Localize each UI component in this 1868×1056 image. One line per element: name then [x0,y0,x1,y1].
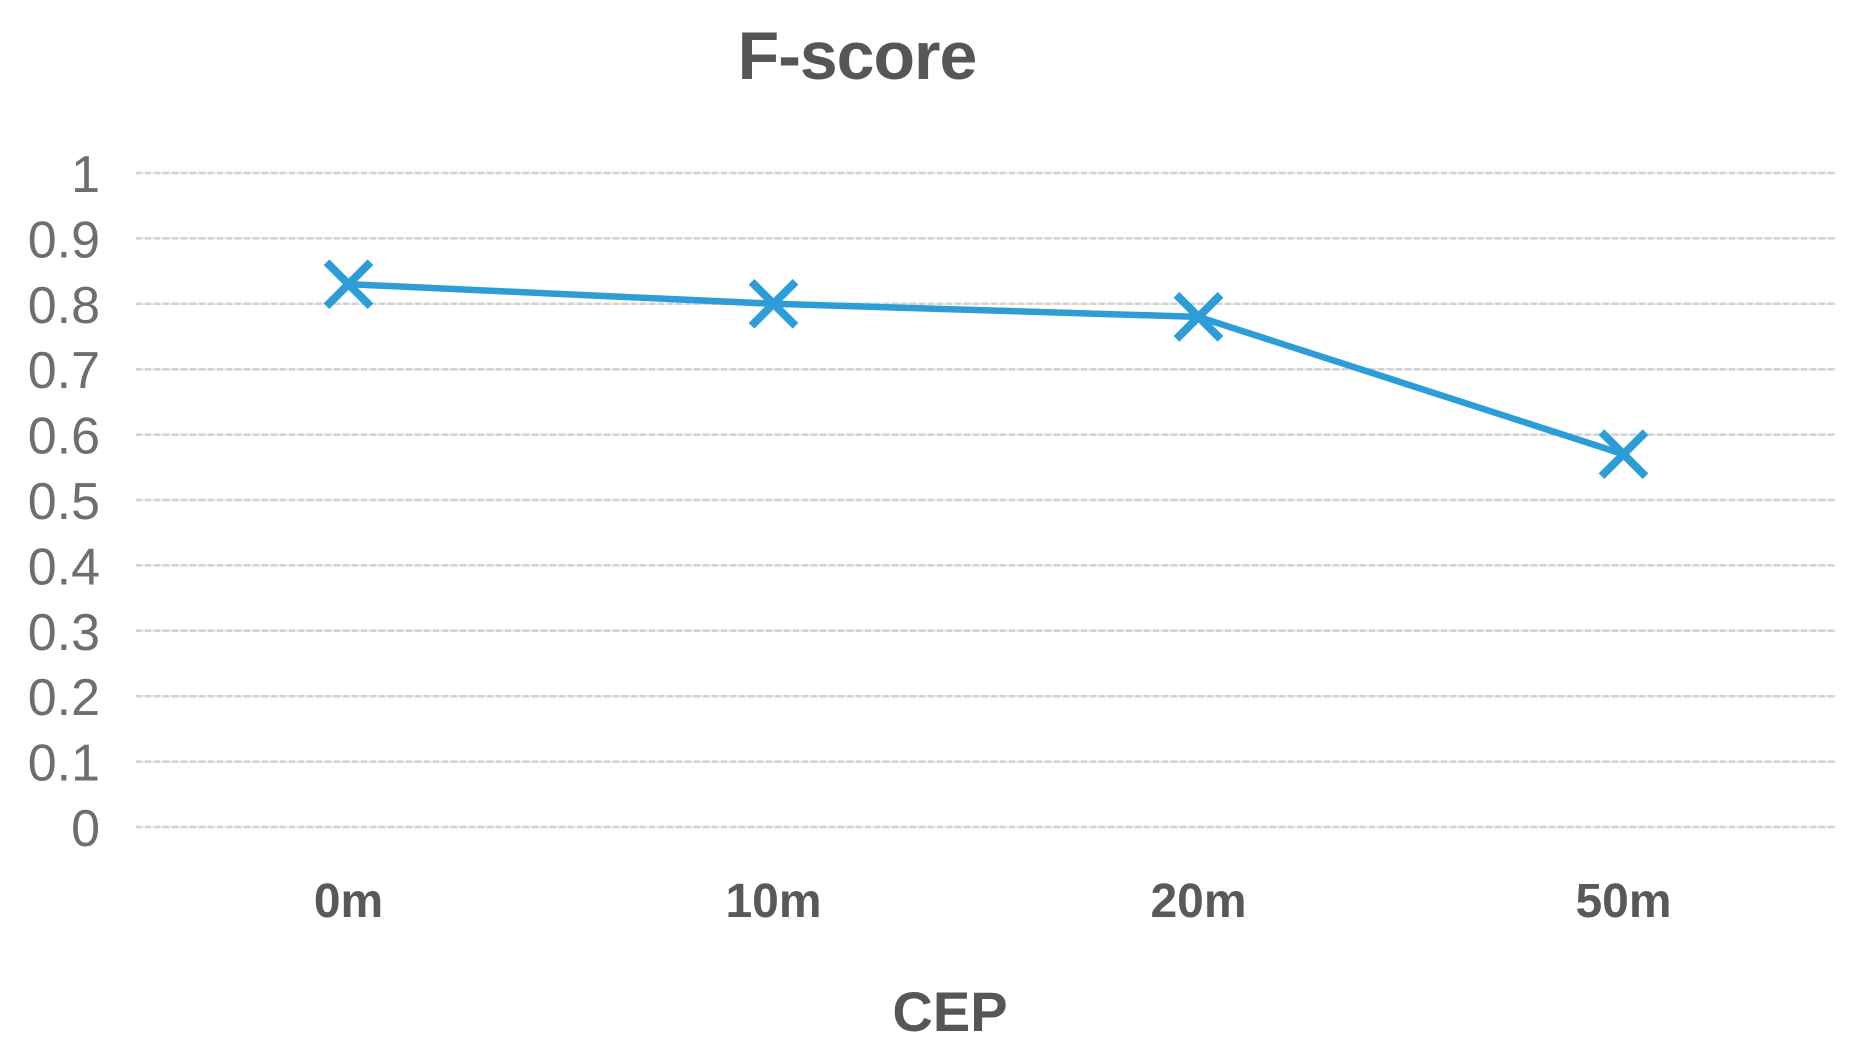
y-axis-tick-label: 0.4 [28,538,100,596]
y-axis-tick-label: 0.3 [28,604,100,662]
x-axis-tick-label: 10m [725,875,821,928]
x-axis-tick-label: 20m [1150,875,1246,928]
y-axis-tick-label: 0.6 [28,408,100,466]
y-axis-tick-label: 0.2 [28,669,100,727]
y-axis-tick-label: 0.9 [28,211,100,269]
y-axis-tick-label: 0.8 [28,277,100,335]
x-axis-title: CEP [892,980,1008,1043]
data-point-marker [323,259,374,310]
y-axis-tick-label: 0 [71,800,100,858]
x-axis-tick-label: 50m [1575,875,1671,928]
y-axis-tick-label: 1 [71,146,100,204]
chart-title: F-score [737,18,978,94]
data-point-marker [748,278,799,329]
y-axis-tick-label: 0.7 [28,342,100,400]
data-point-marker [1598,429,1649,480]
series-line [348,280,1625,458]
data-point-marker [1173,292,1224,342]
y-axis-tick-label: 0.1 [28,735,100,793]
y-axis-tick-label: 0.5 [28,473,100,531]
x-axis-tick-label: 0m [314,875,383,928]
